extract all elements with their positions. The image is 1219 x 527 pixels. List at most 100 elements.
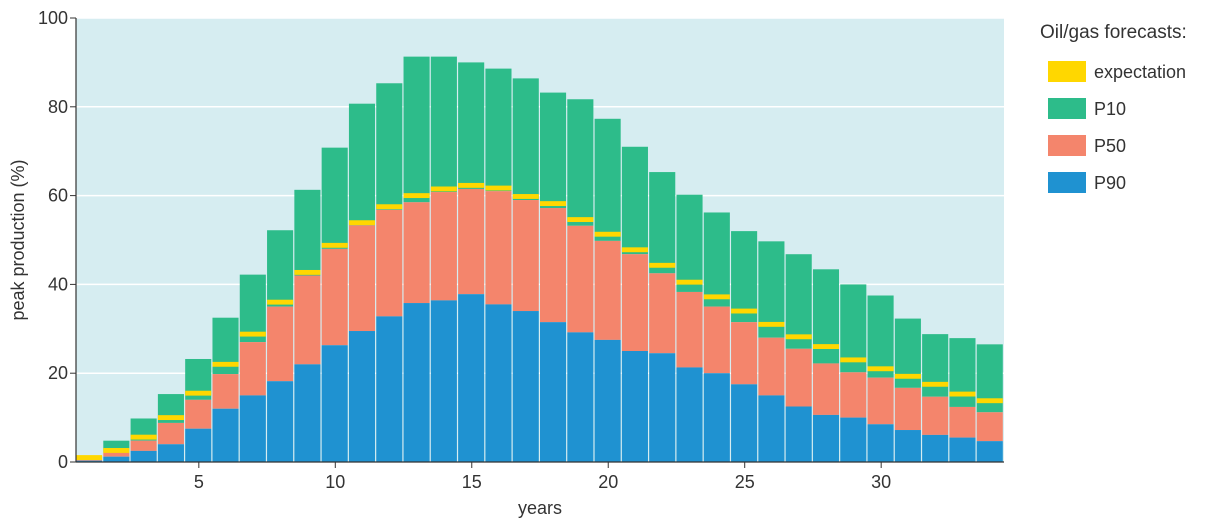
bar-p50 [430,192,457,301]
bar-p50 [840,372,867,418]
bar-p50 [894,387,921,431]
bar-expectation [130,434,157,440]
y-tick-label: 100 [38,8,68,28]
bar-p50 [812,363,840,415]
bar-p50 [185,399,212,429]
bar-p50 [540,208,567,323]
bar-p50 [157,422,184,445]
bar-p90 [512,311,539,462]
bar-p50 [703,306,730,374]
bar-p90 [130,450,157,462]
bar-expectation [458,182,485,188]
bar-p50 [403,202,430,304]
bar-expectation [676,279,703,285]
bar-p50 [321,248,348,346]
bar-p50 [649,273,676,354]
bar-p50 [239,342,266,396]
bar-p10 [758,241,785,338]
bar-expectation [758,321,785,327]
bar-expectation [430,186,457,192]
legend-label-p10: P10 [1094,99,1126,119]
bar-expectation [649,262,676,268]
bar-expectation [512,194,539,199]
y-axis-title: peak production (%) [8,159,28,320]
bar-p90 [430,300,457,462]
bar-p10 [676,194,703,292]
bar-p10 [785,254,812,349]
bar-p90 [376,316,403,462]
bar-p50 [731,322,758,385]
bar-p90 [76,460,103,462]
bar-p90 [567,332,594,462]
bar-p90 [976,441,1003,462]
bar-p50 [267,306,294,382]
x-tick-label: 25 [735,472,755,492]
legend-swatch-p90 [1048,172,1086,193]
y-tick-label: 60 [48,186,68,206]
bar-p10 [294,189,321,276]
bar-expectation [594,231,621,237]
bar-p10 [376,83,403,210]
bar-p50 [758,337,785,396]
x-tick-label: 15 [462,472,482,492]
bar-p90 [348,331,376,462]
bar-p10 [621,146,648,255]
bar-p10 [567,99,594,226]
bar-expectation [867,366,894,372]
bar-expectation [239,331,266,337]
legend-title: Oil/gas forecasts: [1040,22,1187,43]
legend-swatch-p10 [1048,98,1086,119]
bar-p50 [676,291,703,368]
bar-p10 [512,78,539,201]
bar-expectation [76,455,103,461]
bar-p50 [103,452,130,457]
bar-expectation [321,242,348,248]
bar-p90 [294,364,321,462]
bar-p50 [212,374,239,409]
bar-p10 [649,172,676,274]
bar-expectation [621,247,648,253]
bar-p10 [267,230,294,307]
bar-p90 [703,373,730,462]
bar-p50 [621,254,648,351]
bar-p10 [403,56,430,203]
bar-p90 [157,444,184,462]
bar-p50 [348,225,376,332]
bar-p90 [867,424,894,462]
bar-p50 [294,275,321,365]
bar-p90 [649,353,676,462]
bar-p10 [594,118,621,241]
bar-p90 [621,351,648,462]
bar-expectation [785,334,812,340]
bar-p10 [348,103,376,226]
x-axis-title: years [518,498,562,518]
bar-expectation [157,415,184,421]
x-tick-label: 20 [598,472,618,492]
bar-p90 [758,395,785,462]
bar-expectation [731,308,758,314]
legend-label-expectation: expectation [1094,62,1186,82]
bar-p50 [130,440,157,451]
bar-expectation [894,373,921,379]
bar-p90 [949,437,976,462]
x-tick-label: 10 [325,472,345,492]
bar-p10 [540,92,567,209]
bar-p90 [185,428,212,462]
bar-expectation [949,391,976,397]
bar-expectation [703,294,730,300]
bar-p10 [239,274,266,343]
legend-swatch-expectation [1048,61,1086,82]
bar-p90 [239,395,266,462]
bar-p10 [321,147,348,249]
bar-p90 [594,339,621,462]
bar-p10 [430,56,457,193]
bar-p50 [949,406,976,438]
bar-p10 [703,212,730,307]
bar-p90 [812,414,840,462]
bar-p90 [676,367,703,462]
bar-p50 [485,191,512,305]
bar-expectation [567,217,594,223]
bar-p10 [867,295,894,378]
